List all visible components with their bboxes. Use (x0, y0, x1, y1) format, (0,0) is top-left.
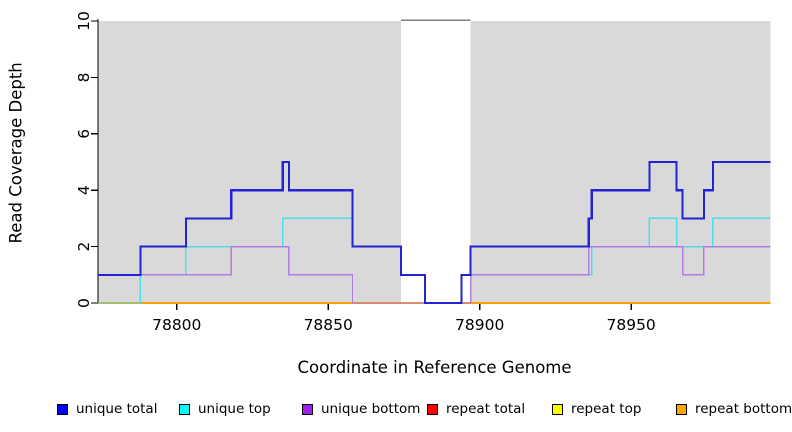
legend-label-unique-bottom: unique bottom (321, 401, 421, 417)
svg-text:78950: 78950 (606, 316, 655, 334)
svg-text:6: 6 (75, 129, 93, 139)
svg-text:0: 0 (75, 298, 93, 308)
legend-label-repeat-total: repeat total (446, 401, 526, 417)
legend-item-repeat-top: repeat top (552, 401, 641, 417)
legend-label-repeat-top: repeat top (571, 401, 642, 417)
legend-swatch-repeat-total (427, 403, 438, 415)
legend-item-repeat-total: repeat total (427, 401, 525, 417)
legend-item-unique-total: unique total (57, 401, 157, 417)
legend-label-unique-total: unique total (76, 401, 158, 417)
legend-swatch-repeat-top (552, 403, 563, 415)
legend-swatch-unique-top (179, 403, 190, 415)
legend-swatch-unique-bottom (302, 403, 313, 415)
svg-text:78900: 78900 (455, 316, 504, 334)
y-axis-label: Read Coverage Depth (6, 62, 26, 244)
legend-swatch-repeat-bottom (676, 403, 687, 415)
x-axis-label: Coordinate in Reference Genome (297, 358, 572, 377)
legend-item-repeat-bottom: repeat bottom (676, 401, 792, 417)
legend-swatch-unique-total (57, 403, 68, 415)
svg-text:10: 10 (75, 11, 93, 31)
legend-item-unique-bottom: unique bottom (302, 401, 420, 417)
legend-item-unique-top: unique top (179, 401, 271, 417)
svg-text:78850: 78850 (304, 316, 353, 334)
legend-label-unique-top: unique top (198, 401, 271, 417)
svg-text:78800: 78800 (152, 316, 201, 334)
legend-label-repeat-bottom: repeat bottom (695, 401, 792, 417)
plot-legend: unique total unique top unique bottom re… (0, 401, 792, 425)
svg-text:4: 4 (75, 185, 93, 195)
svg-text:2: 2 (75, 242, 93, 252)
svg-text:8: 8 (75, 72, 93, 82)
